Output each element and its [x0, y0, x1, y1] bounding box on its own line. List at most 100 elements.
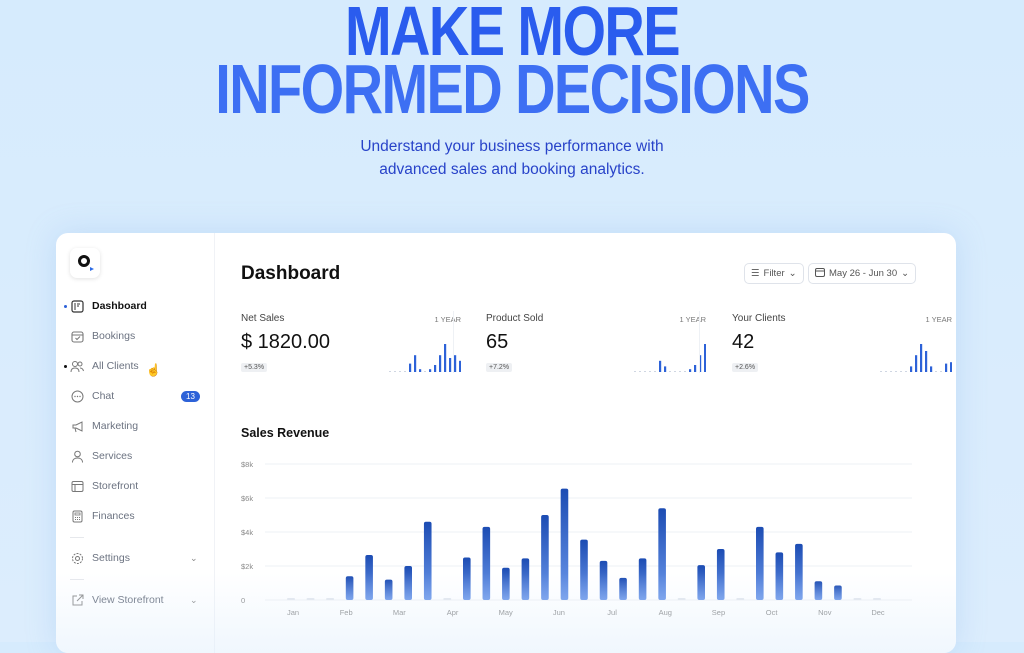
stat-change-badge: +7.2% [486, 363, 513, 372]
sidebar-item-dashboard[interactable]: Dashboard [56, 294, 215, 318]
revenue-bar[interactable] [521, 558, 530, 600]
sidebar-item-storefront[interactable]: Storefront [56, 474, 215, 498]
sparkline-bar [945, 363, 948, 372]
revenue-bar[interactable] [658, 508, 666, 600]
stat-period[interactable]: 1 YEAR [925, 315, 952, 324]
sparkline-bar [935, 371, 937, 372]
hero-title: MAKE MORE INFORMED DECISIONS [102, 0, 921, 124]
revenue-bar[interactable] [287, 598, 295, 600]
sidebar-item-chat[interactable]: Chat 13 [56, 384, 215, 408]
sidebar-item-label: View Storefront [92, 594, 164, 606]
revenue-bar[interactable] [580, 539, 588, 600]
sparkline-bar [654, 371, 656, 372]
revenue-bar[interactable] [795, 543, 803, 600]
revenue-bar[interactable] [834, 585, 842, 600]
sidebar-item-marketing[interactable]: Marketing [56, 414, 215, 438]
sparkline-bar [885, 371, 887, 372]
sparkline-bar [399, 371, 401, 372]
sparkline-product-sold [634, 344, 706, 372]
revenue-bar[interactable] [423, 521, 432, 600]
sidebar: Dashboard Bookings All Clients Chat 13 M… [56, 233, 215, 653]
x-tick-label: May [499, 608, 513, 617]
sparkline-bar [699, 355, 702, 372]
sparkline-bar [940, 371, 942, 372]
revenue-bar[interactable] [697, 565, 705, 600]
dashboard-icon [70, 299, 84, 313]
revenue-bar[interactable] [463, 557, 471, 601]
sidebar-divider [70, 579, 84, 580]
revenue-bar[interactable] [736, 598, 745, 600]
revenue-bar[interactable] [541, 515, 549, 600]
sparkline-bar [459, 360, 461, 372]
revenue-bar[interactable] [677, 598, 686, 600]
revenue-bar[interactable] [756, 526, 764, 600]
stat-value: $ 1820.00 [241, 331, 330, 353]
sidebar-item-view-storefront[interactable]: View Storefront ⌄ [56, 588, 215, 612]
revenue-bar[interactable] [638, 558, 647, 600]
stat-name: Net Sales [241, 313, 285, 324]
y-tick-label: $2k [241, 562, 253, 571]
sidebar-item-label: Services [92, 450, 133, 462]
sparkline-bar [694, 365, 697, 372]
stat-period[interactable]: 1 YEAR [679, 315, 706, 324]
revenue-bar[interactable] [306, 598, 315, 600]
sparkline-your-clients [880, 344, 952, 372]
sparkline-bar [880, 371, 882, 372]
sidebar-item-services[interactable]: Services [56, 444, 215, 468]
sparkline-bar [669, 371, 671, 372]
filter-button[interactable]: ☰ Filter ⌄ [744, 263, 804, 284]
sales-revenue-chart: 0 $2k $4k $6k $8k Jan Feb Mar Apr May Jun Jul Aug Sep… [241, 460, 912, 617]
sparkline-bar [394, 371, 396, 372]
sparkline-bar [409, 363, 412, 372]
revenue-bar[interactable] [716, 549, 725, 600]
date-range-picker[interactable]: May 26 - Jun 30 ⌄ [808, 263, 917, 284]
sparkline-bar [649, 371, 651, 372]
sparkline-bar [659, 360, 662, 372]
revenue-bar[interactable] [853, 598, 862, 600]
sparkline-bar [664, 366, 667, 372]
sidebar-item-all-clients[interactable]: All Clients [56, 354, 215, 378]
sparkline-bar [389, 371, 391, 372]
sidebar-item-settings[interactable]: Settings ⌄ [56, 546, 215, 570]
stat-name: Your Clients [732, 313, 786, 324]
sidebar-item-bookings[interactable]: Bookings [56, 324, 215, 348]
revenue-bar[interactable] [345, 576, 354, 600]
revenue-bar[interactable] [619, 577, 627, 600]
revenue-bar[interactable] [443, 598, 452, 600]
sparkline-bar [925, 351, 928, 372]
stat-name: Product Sold [486, 313, 544, 324]
revenue-bar[interactable] [873, 598, 881, 600]
revenue-bar[interactable] [814, 581, 823, 600]
sparkline-bar [900, 371, 902, 372]
x-tick-label: Oct [766, 608, 779, 617]
revenue-bar[interactable] [560, 488, 569, 600]
sidebar-item-finances[interactable]: Finances [56, 504, 215, 528]
revenue-bar[interactable] [384, 579, 393, 600]
revenue-bar[interactable] [775, 552, 784, 600]
chevron-down-icon: ⌄ [190, 552, 198, 563]
stat-card-your-clients: Your Clients 1 YEAR 42 +2.6% [732, 313, 952, 378]
revenue-bar[interactable] [326, 598, 335, 600]
revenue-bar[interactable] [365, 554, 373, 600]
sparkline-bar [414, 355, 417, 372]
sidebar-item-label: Bookings [92, 330, 136, 342]
revenue-bar[interactable] [404, 566, 412, 600]
dashboard-window: Dashboard Bookings All Clients Chat 13 M… [56, 233, 956, 653]
sparkline-bar [674, 371, 676, 372]
sidebar-item-label: Settings [92, 552, 130, 564]
app-logo[interactable] [70, 248, 100, 278]
sparkline-bar [905, 371, 907, 372]
x-tick-label: Aug [659, 608, 672, 617]
sparkline-bar [449, 358, 452, 372]
sparkline-bar [920, 344, 923, 372]
x-tick-label: Mar [393, 608, 406, 617]
calculator-icon [70, 509, 84, 523]
stat-period[interactable]: 1 YEAR [434, 315, 461, 324]
calendar-icon [815, 267, 825, 280]
sparkline-bar [915, 355, 918, 372]
sparkline-bar [419, 369, 422, 372]
y-tick-label: $6k [241, 494, 253, 503]
revenue-bar[interactable] [502, 567, 510, 600]
revenue-bar[interactable] [482, 526, 491, 600]
revenue-bar[interactable] [599, 560, 608, 600]
